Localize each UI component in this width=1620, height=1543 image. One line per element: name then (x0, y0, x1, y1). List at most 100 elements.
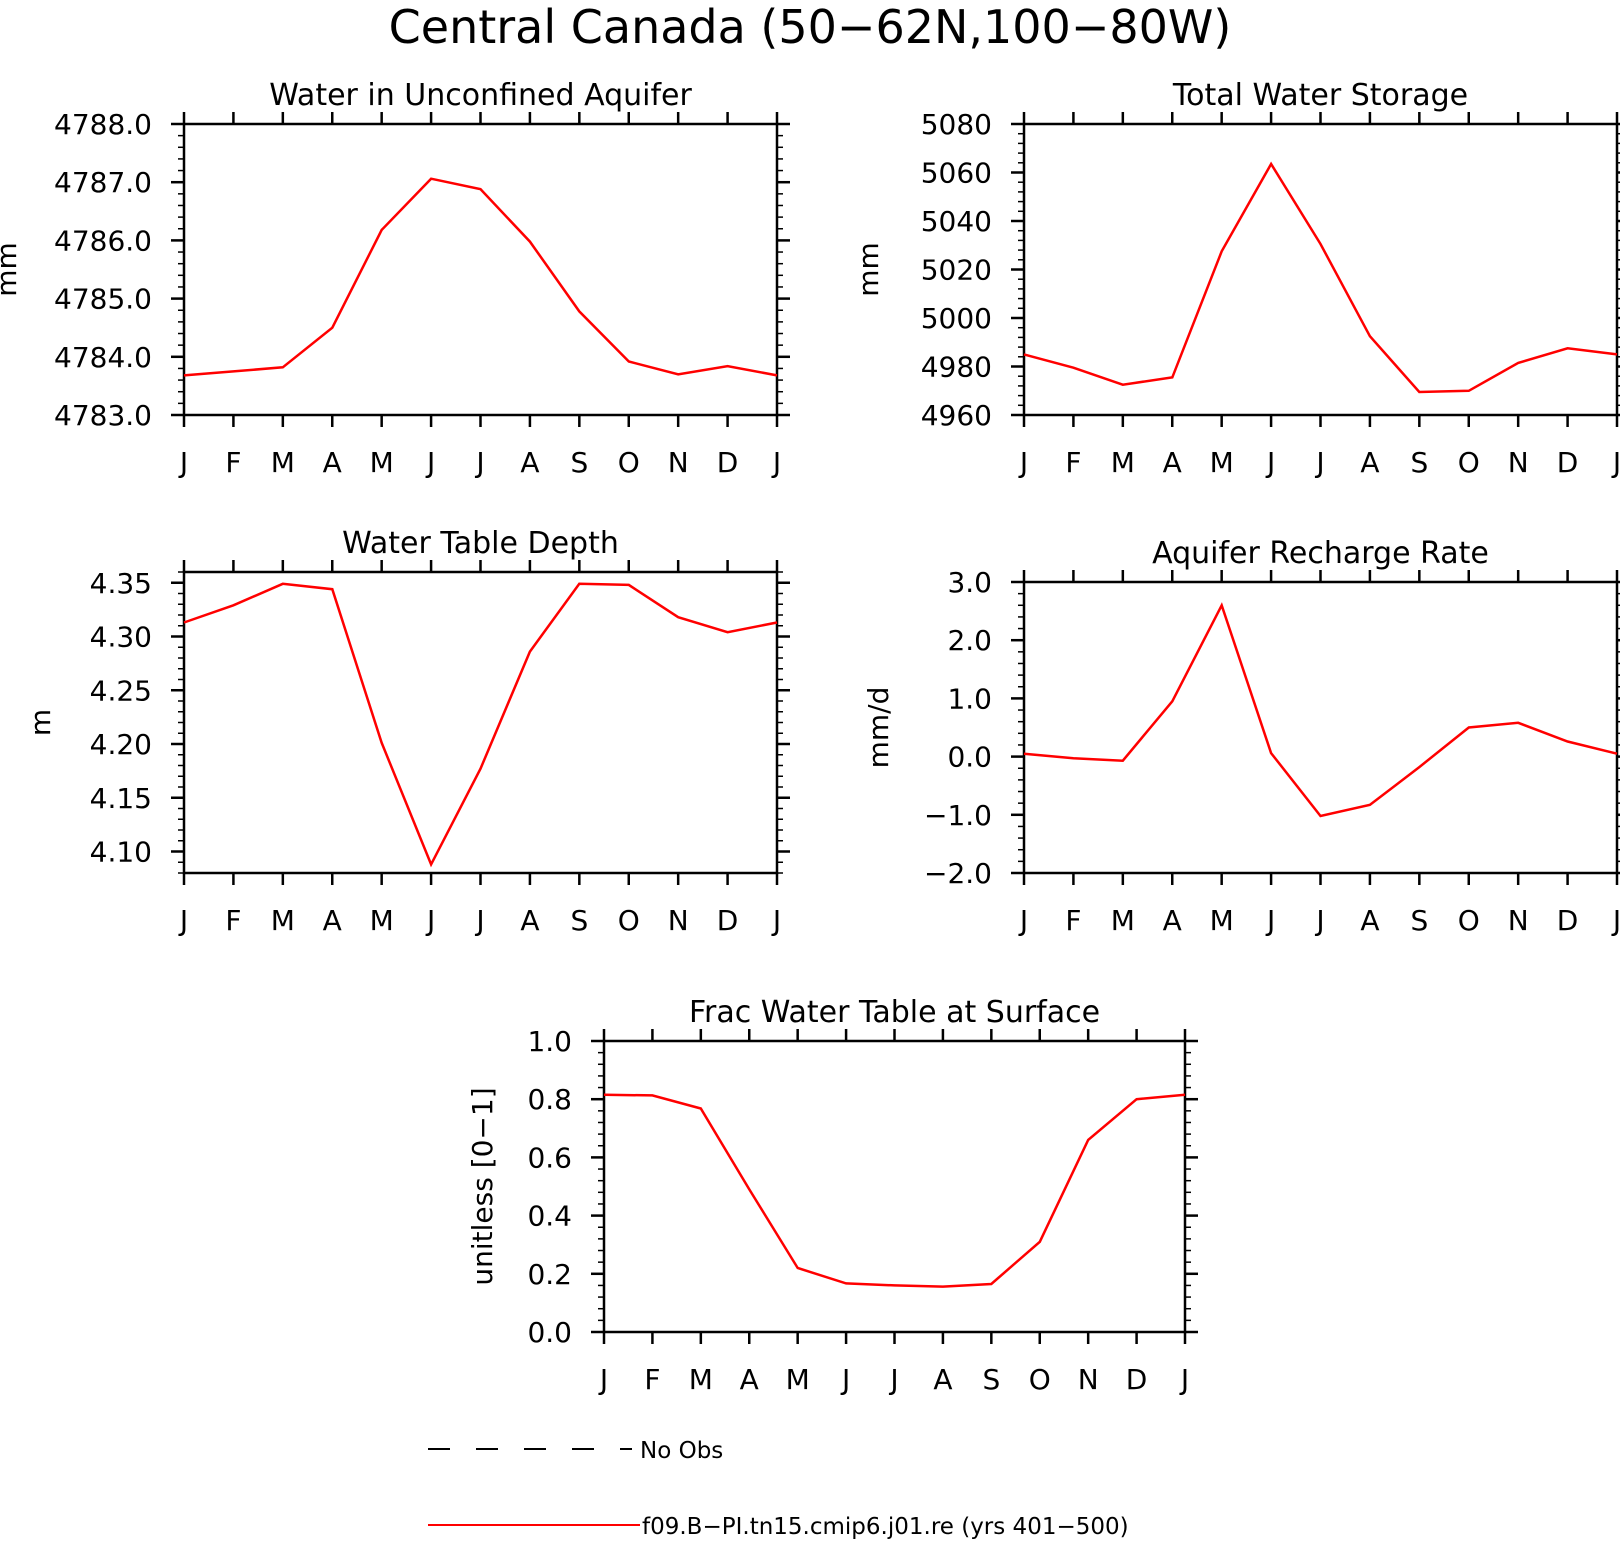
x-tick-label: S (1410, 904, 1428, 937)
x-tick-label: N (1508, 904, 1529, 937)
y-tick-label: 4.25 (90, 674, 152, 707)
y-tick-label: 5080 (921, 108, 992, 141)
x-tick-label: J (771, 446, 781, 479)
x-tick-label: O (618, 446, 640, 479)
panel-title: Water Table Depth (342, 526, 619, 561)
x-tick-label: J (1611, 446, 1620, 479)
legend-no-obs-label: No Obs (640, 1438, 723, 1464)
x-tick-label: S (1410, 446, 1428, 479)
y-tick-label: 4788.0 (54, 108, 152, 141)
x-tick-label: J (840, 1363, 850, 1396)
x-tick-label: N (1508, 446, 1529, 479)
plot-frame (1022, 122, 1619, 417)
y-tick-label: 4787.0 (54, 166, 152, 199)
y-tick-label: −2.0 (924, 857, 992, 890)
y-tick-label: 5060 (921, 157, 992, 190)
y-tick-label: 0.0 (947, 741, 992, 774)
x-tick-label: M (1210, 904, 1234, 937)
y-tick-label: 0.4 (527, 1200, 572, 1233)
x-tick-label: O (1458, 904, 1480, 937)
x-tick-label: J (1265, 446, 1275, 479)
y-tick-label: −1.0 (924, 799, 992, 832)
x-tick-label: A (1360, 904, 1379, 937)
x-tick-label: M (786, 1363, 810, 1396)
y-tick-label: 5000 (921, 302, 992, 335)
x-tick-label: S (982, 1363, 1000, 1396)
y-tick-label: 4784.0 (54, 341, 152, 374)
legend: No Obs f09.B−PI.tn15.cmip6.j01.re (yrs 4… (428, 1438, 1129, 1540)
series-line (183, 177, 778, 377)
x-tick-label: J (888, 1363, 898, 1396)
x-tick-label: J (425, 446, 435, 479)
y-tick-label: 4960 (921, 399, 992, 432)
y-axis-label: unitless [0−1] (466, 1087, 499, 1285)
y-axis-label: mm (852, 242, 885, 297)
x-tick-label: F (1065, 446, 1081, 479)
y-axis-label: m (24, 709, 57, 736)
x-tick-label: A (740, 1363, 759, 1396)
x-tick-label: M (689, 1363, 713, 1396)
panel-title: Water in Unconfined Aquifer (269, 78, 692, 113)
y-tick-label: 4786.0 (54, 224, 152, 257)
x-tick-label: J (178, 904, 188, 937)
y-tick-label: 4783.0 (54, 399, 152, 432)
x-tick-label: J (474, 904, 484, 937)
x-tick-label: S (570, 904, 588, 937)
y-tick-label: 1.0 (947, 682, 992, 715)
x-tick-label: N (668, 904, 689, 937)
x-tick-label: J (1611, 904, 1620, 937)
y-tick-label: 0.0 (527, 1316, 572, 1349)
x-tick-label: O (1029, 1363, 1051, 1396)
y-tick-label: 4980 (921, 351, 992, 384)
x-tick-label: M (370, 904, 394, 937)
x-tick-label: O (618, 904, 640, 937)
x-tick-label: A (933, 1363, 952, 1396)
x-tick-label: M (1111, 446, 1135, 479)
y-tick-label: 4.20 (90, 728, 152, 761)
series-line (1023, 161, 1618, 394)
x-tick-label: A (323, 446, 342, 479)
x-tick-label: A (1163, 446, 1182, 479)
y-tick-label: 5040 (921, 205, 992, 238)
x-tick-label: J (1018, 904, 1028, 937)
x-tick-label: A (323, 904, 342, 937)
x-tick-label: M (1111, 904, 1135, 937)
x-tick-label: A (1163, 904, 1182, 937)
x-tick-label: N (1078, 1363, 1099, 1396)
x-tick-label: J (425, 904, 435, 937)
panel-title: Total Water Storage (1172, 78, 1468, 113)
series-line (183, 582, 778, 868)
x-tick-label: M (271, 904, 295, 937)
x-tick-label: M (1210, 446, 1234, 479)
panel-title: Aquifer Recharge Rate (1152, 536, 1489, 571)
series-line (603, 1093, 1186, 1288)
plot-frame (182, 570, 779, 875)
x-tick-label: J (1179, 1363, 1189, 1396)
x-tick-label: J (598, 1363, 608, 1396)
x-tick-label: J (1018, 446, 1028, 479)
x-tick-label: S (570, 446, 588, 479)
x-tick-label: N (668, 446, 689, 479)
x-tick-label: F (1065, 904, 1081, 937)
x-tick-label: F (225, 446, 241, 479)
y-tick-label: 0.6 (527, 1141, 572, 1174)
y-tick-label: 3.0 (947, 566, 992, 599)
x-tick-label: J (178, 446, 188, 479)
x-tick-label: M (370, 446, 394, 479)
x-tick-label: F (644, 1363, 660, 1396)
x-tick-label: D (717, 904, 739, 937)
x-tick-label: O (1458, 446, 1480, 479)
y-tick-label: 4.10 (90, 836, 152, 869)
y-tick-label: 2.0 (947, 624, 992, 657)
y-axis-label: mm/d (862, 687, 895, 769)
plot-frame (182, 122, 779, 417)
y-tick-label: 1.0 (527, 1025, 572, 1058)
x-tick-label: A (1360, 446, 1379, 479)
x-tick-label: D (1557, 904, 1579, 937)
